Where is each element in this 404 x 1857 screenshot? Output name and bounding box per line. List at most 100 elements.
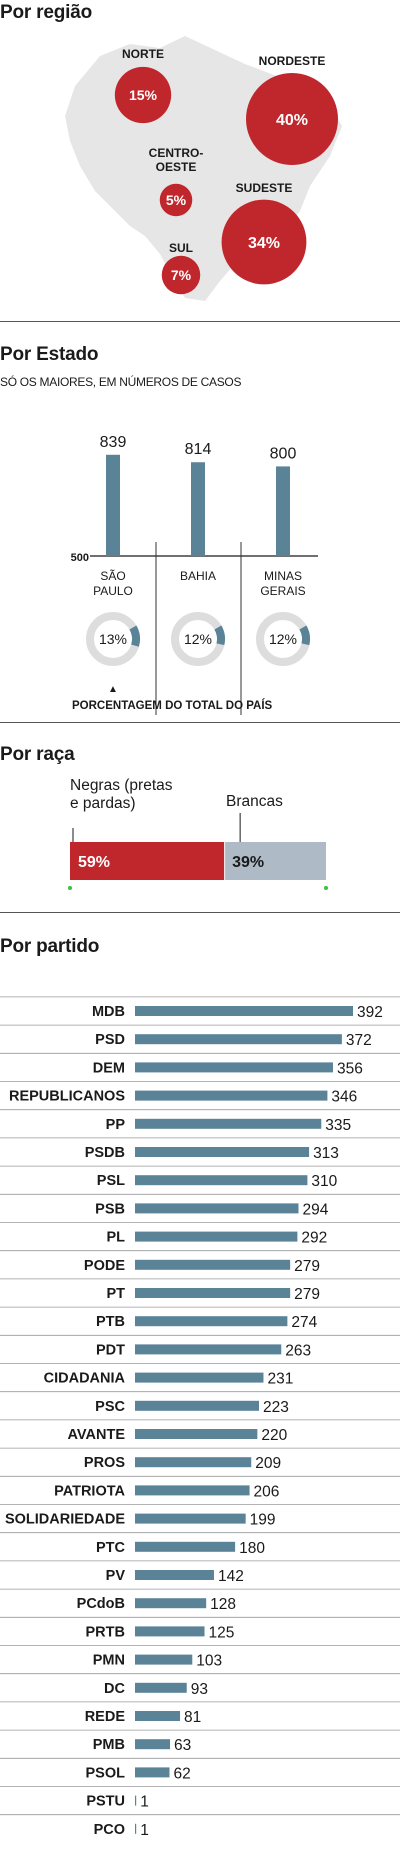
region-label: SUDESTE (236, 181, 293, 195)
state-footnote: PORCENTAGEM DO TOTAL DO PAÍS (72, 699, 273, 712)
party-value: 142 (218, 1568, 244, 1585)
region-pct: 34% (248, 235, 280, 252)
party-bar (135, 1062, 333, 1073)
party-value: 274 (291, 1314, 317, 1331)
party-value: 372 (346, 1032, 372, 1049)
region-pct: 40% (276, 112, 308, 129)
party-bar (135, 1259, 291, 1270)
footnote-arrow: ▲ (108, 684, 118, 695)
party-label: PSC (95, 1399, 125, 1415)
party-value: 263 (285, 1342, 311, 1359)
party-value: 294 (303, 1201, 329, 1218)
party-value: 103 (196, 1653, 222, 1670)
party-label: PMB (93, 1737, 125, 1753)
party-label: PTB (96, 1314, 125, 1330)
party-bar (135, 1429, 258, 1439)
party-label: PSOL (86, 1765, 126, 1781)
party-bar (135, 1457, 252, 1468)
party-value: 346 (331, 1089, 357, 1106)
party-bar (135, 1711, 181, 1721)
party-bar (135, 1823, 137, 1834)
party-value: 209 (255, 1455, 281, 1472)
state-name: SÃO PAULO (93, 569, 133, 598)
party-label: PV (106, 1568, 126, 1584)
party-label: PROS (84, 1455, 125, 1471)
state-count: 814 (185, 441, 212, 458)
party-value: 231 (267, 1371, 293, 1388)
party-value: 223 (263, 1399, 289, 1416)
party-label: REDE (85, 1709, 126, 1725)
party-value: 310 (311, 1173, 337, 1190)
party-value: 81 (184, 1709, 201, 1726)
region-bubble (161, 255, 201, 295)
party-value: 62 (173, 1765, 190, 1782)
party-label: PRTB (86, 1624, 125, 1640)
state-bar (191, 462, 205, 556)
party-label: PL (106, 1230, 125, 1246)
state-axis-min: 500 (71, 552, 89, 564)
race-white-bar (225, 842, 326, 880)
party-value: 292 (301, 1230, 327, 1247)
party-label: PSD (95, 1032, 125, 1048)
party-bar (135, 1203, 299, 1214)
party-label: MDB (92, 1004, 125, 1020)
party-bar (135, 1090, 328, 1101)
party-bar (135, 1767, 170, 1778)
party-bar (135, 1400, 260, 1411)
party-bar (135, 1513, 246, 1524)
party-bar (135, 1598, 207, 1609)
party-bar (135, 1118, 322, 1129)
party-value: 392 (357, 1004, 383, 1021)
race-black-label: Negras (pretas e pardas) (70, 777, 173, 812)
divider-1 (0, 321, 400, 322)
state-share-pct: 13% (99, 631, 127, 647)
party-label: SOLIDARIEDADE (5, 1512, 125, 1528)
party-label: PP (106, 1117, 126, 1133)
region-title: Por região (0, 2, 92, 23)
race-marker-right (324, 886, 328, 890)
party-label: PDT (96, 1342, 125, 1358)
party-bar (135, 1147, 310, 1157)
race-black-pct: 59% (78, 854, 110, 871)
party-value: 125 (209, 1624, 235, 1641)
race-white-label: Brancas (226, 793, 283, 810)
state-title: Por Estado (0, 344, 99, 365)
race-black-bar (70, 842, 225, 880)
state-donut-share (299, 625, 310, 646)
party-value: 279 (294, 1258, 320, 1275)
party-bar (135, 1570, 214, 1580)
party-bar (135, 1034, 342, 1045)
party-label: PMN (93, 1653, 125, 1669)
race-marker-left (68, 886, 72, 890)
party-label: PCdoB (77, 1596, 125, 1612)
state-count: 839 (100, 434, 127, 451)
party-label: PATRIOTA (54, 1483, 125, 1499)
state-share-pct: 12% (269, 631, 297, 647)
state-subtitle: SÓ OS MAIORES, EM NÚMEROS DE CASOS (0, 375, 242, 389)
party-bar (135, 1006, 353, 1016)
region-label: SUL (169, 241, 193, 255)
party-bar (135, 1626, 205, 1637)
party-bar (135, 1372, 264, 1383)
region-bubble (159, 183, 193, 217)
party-value: 63 (174, 1737, 191, 1754)
party-label: AVANTE (68, 1427, 126, 1443)
party-label: PT (106, 1286, 125, 1302)
party-label: REPUBLICANOS (9, 1089, 125, 1105)
party-title: Por partido (0, 936, 100, 957)
region-pct: 7% (171, 267, 192, 283)
party-label: PSL (97, 1173, 125, 1189)
state-name: MINAS GERAIS (260, 569, 305, 598)
party-value: 1 (140, 1794, 149, 1811)
party-bar (135, 1288, 291, 1298)
state-name: BAHIA (180, 569, 216, 583)
party-bar (135, 1541, 236, 1552)
divider-2 (0, 722, 400, 723)
party-label: CIDADANIA (44, 1371, 126, 1387)
party-bar (135, 1682, 187, 1693)
party-value: 206 (254, 1483, 280, 1500)
region-pct: 15% (129, 87, 158, 103)
divider-3 (0, 912, 400, 913)
party-bar (135, 1175, 308, 1186)
party-bar (135, 1316, 288, 1327)
